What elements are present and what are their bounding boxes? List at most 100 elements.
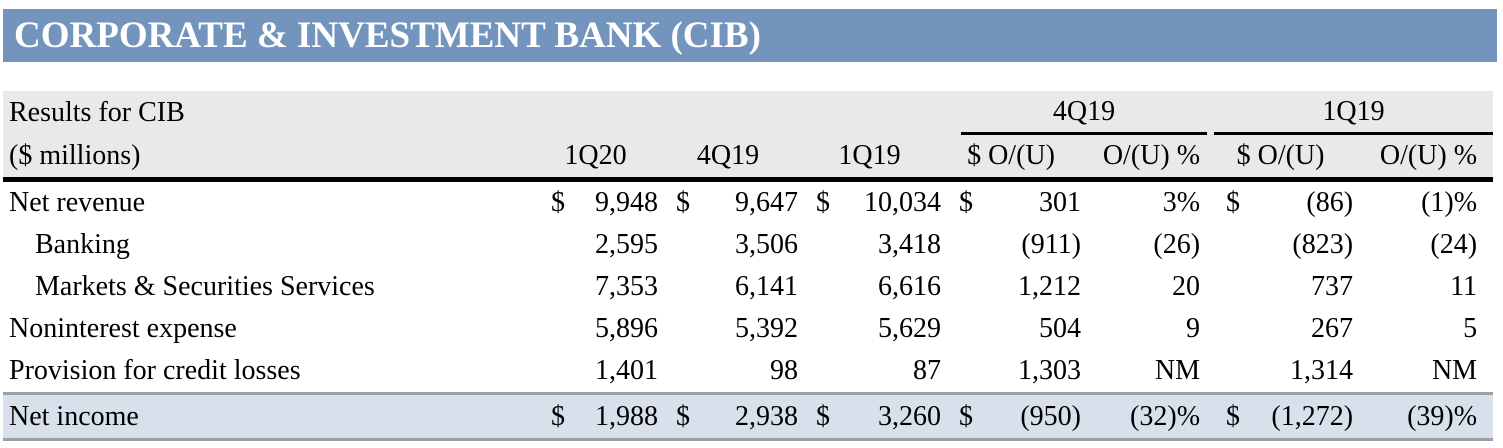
dollar-sign-cell (533, 266, 578, 308)
units-caption: ($ millions) (3, 135, 533, 182)
col-header-4q19-pct-ou: O/(U) % (1081, 135, 1209, 182)
value-4q19-pct-ou: (32)% (1081, 392, 1209, 441)
table-caption: Results for CIB (3, 91, 941, 135)
dollar-sign-cell (533, 350, 578, 392)
value-4q19: 6,141 (735, 271, 798, 302)
value-1q19-dollar-ou: 1,314 (1290, 355, 1354, 386)
dollar-sign-cell (1208, 308, 1253, 350)
dollar-sign-cell (798, 224, 843, 266)
value-4q19-pct-ou: 20 (1172, 271, 1201, 302)
value-4q19-pct-ou: NM (1154, 355, 1201, 386)
col-header-1q20: 1Q20 (533, 135, 658, 182)
dollar-sign-cell: $ (798, 392, 843, 441)
value-1q20: 7,353 (595, 271, 658, 302)
value-1q19: 87 (913, 355, 941, 386)
row-label: Noninterest expense (9, 313, 237, 344)
value-1q20: 9,948 (595, 187, 658, 218)
table-row-markets-securities-services: Markets & Securities Services 7,353 6,14… (3, 266, 1493, 308)
dollar-sign-cell (533, 308, 578, 350)
value-1q19-pct-ou: (24) (1430, 229, 1478, 260)
value-1q19: 10,034 (864, 187, 941, 218)
value-1q19-pct-ou: (39)% (1353, 392, 1494, 441)
dollar-sign-cell (941, 266, 986, 308)
table-row-net-revenue: Net revenue $ 9,948 $ 9,647 $ 10,034 $ 3… (3, 182, 1493, 224)
row-label: Banking (35, 229, 130, 260)
table-row-noninterest-expense: Noninterest expense 5,896 5,392 5,629 50… (3, 308, 1493, 350)
col-header-4q19-dollar-ou: $ O/(U) (941, 135, 1081, 182)
value-4q19: 5,392 (735, 313, 798, 344)
dollar-sign-cell (658, 350, 703, 392)
value-1q19-dollar-ou: (86) (1306, 187, 1354, 218)
dollar-sign-cell: $ (959, 187, 973, 218)
col-header-4q19: 4Q19 (658, 135, 798, 182)
row-label: Markets & Securities Services (35, 271, 375, 302)
row-label: Provision for credit losses (9, 355, 301, 386)
value-1q19: 3,260 (843, 392, 941, 441)
dollar-sign-cell (941, 308, 986, 350)
value-4q19-dollar-ou: (911) (1021, 229, 1081, 260)
dollar-sign-cell (941, 224, 986, 266)
table-row-banking: Banking 2,595 3,506 3,418 (911) (26) (82… (3, 224, 1493, 266)
dollar-sign-cell: $ (533, 392, 578, 441)
dollar-sign-cell (1208, 224, 1253, 266)
value-4q19-dollar-ou: 504 (1039, 313, 1081, 344)
variance-group-4q19: 4Q19 (941, 91, 1209, 135)
dollar-sign-cell: $ (658, 392, 703, 441)
dollar-sign-cell: $ (816, 187, 830, 218)
value-1q19-pct-ou: (1)% (1421, 187, 1478, 218)
value-1q20: 1,988 (578, 392, 658, 441)
value-1q19: 6,616 (878, 271, 941, 302)
row-label: Net revenue (9, 187, 146, 218)
dollar-sign-cell (533, 224, 578, 266)
value-1q20: 5,896 (595, 313, 658, 344)
variance-group-1q19-label: 1Q19 (1214, 91, 1494, 135)
table-row-provision-for-credit-losses: Provision for credit losses 1,401 98 87 … (3, 350, 1493, 392)
col-header-1q19-pct-ou: O/(U) % (1353, 135, 1494, 182)
value-4q19: 2,938 (703, 392, 798, 441)
value-1q20: 2,595 (595, 229, 658, 260)
value-4q19-dollar-ou: 1,303 (1018, 355, 1081, 386)
dollar-sign-cell (658, 224, 703, 266)
dollar-sign-cell (658, 266, 703, 308)
value-1q19-pct-ou: NM (1431, 355, 1478, 386)
dollar-sign-cell: $ (551, 187, 565, 218)
value-1q19-dollar-ou: (823) (1292, 229, 1354, 260)
value-4q19-pct-ou: 3% (1162, 187, 1201, 218)
value-4q19: 9,647 (735, 187, 798, 218)
dollar-sign-cell (798, 266, 843, 308)
value-1q19-dollar-ou: 267 (1311, 313, 1354, 344)
value-4q19-dollar-ou: 1,212 (1018, 271, 1081, 302)
dollar-sign-cell: $ (1208, 392, 1254, 441)
value-1q19-pct-ou: 5 (1463, 313, 1478, 344)
dollar-sign-cell: $ (1226, 187, 1241, 218)
value-4q19-pct-ou: 9 (1186, 313, 1201, 344)
value-1q19-dollar-ou: (1,272) (1253, 392, 1354, 441)
value-4q19-pct-ou: (26) (1153, 229, 1201, 260)
header-row-groups: Results for CIB 4Q19 1Q19 (3, 91, 1494, 135)
value-1q19: 3,418 (878, 229, 941, 260)
value-1q19: 5,629 (878, 313, 941, 344)
value-4q19: 98 (770, 355, 798, 386)
dollar-sign-cell (1208, 266, 1253, 308)
value-4q19-dollar-ou: 301 (1039, 187, 1081, 218)
value-1q19-pct-ou: 11 (1450, 271, 1478, 302)
dollar-sign-cell: $ (676, 187, 690, 218)
dollar-sign-cell (1208, 350, 1253, 392)
dollar-sign-cell (658, 308, 703, 350)
dollar-sign-cell (798, 350, 843, 392)
cib-results-table: Results for CIB 4Q19 1Q19 ($ millions) 1… (3, 91, 1494, 441)
value-1q20: 1,401 (595, 355, 658, 386)
table-row-net-income-total: Net income $ 1,988 $ 2,938 $ 3,260 $ (95… (3, 392, 1494, 441)
dollar-sign-cell: $ (941, 392, 986, 441)
variance-group-4q19-label: 4Q19 (961, 91, 1208, 135)
value-4q19-dollar-ou: (950) (986, 392, 1081, 441)
header-row-columns: ($ millions) 1Q20 4Q19 1Q19 $ O/(U) O/(U… (3, 135, 1494, 182)
section-title-bar: CORPORATE & INVESTMENT BANK (CIB) (3, 9, 1497, 62)
col-header-1q19: 1Q19 (798, 135, 941, 182)
dollar-sign-cell (941, 350, 986, 392)
results-table-container: Results for CIB 4Q19 1Q19 ($ millions) 1… (3, 91, 1497, 441)
variance-group-1q19: 1Q19 (1208, 91, 1494, 135)
row-label: Net income (3, 392, 533, 441)
value-4q19: 3,506 (735, 229, 798, 260)
